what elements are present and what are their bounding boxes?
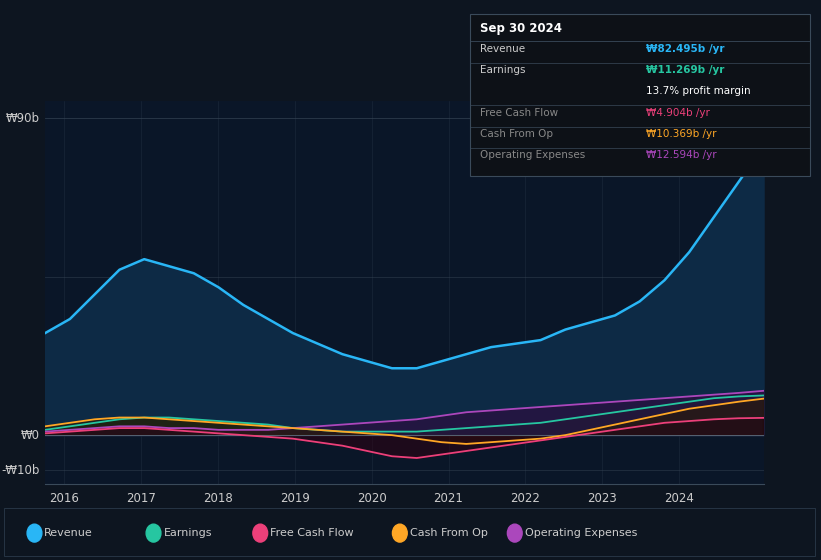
Text: Revenue: Revenue <box>44 528 93 538</box>
Text: ₩10.369b /yr: ₩10.369b /yr <box>646 129 717 139</box>
Text: Operating Expenses: Operating Expenses <box>480 150 585 160</box>
Text: Earnings: Earnings <box>163 528 212 538</box>
Text: ₩90b: ₩90b <box>6 112 39 125</box>
Text: 2021: 2021 <box>433 492 464 505</box>
Text: Cash From Op: Cash From Op <box>480 129 553 139</box>
Text: Free Cash Flow: Free Cash Flow <box>270 528 354 538</box>
Text: ₩0: ₩0 <box>21 428 39 442</box>
Text: Sep 30 2024: Sep 30 2024 <box>480 22 562 35</box>
Text: 2017: 2017 <box>126 492 156 505</box>
Text: ₩4.904b /yr: ₩4.904b /yr <box>646 108 710 118</box>
Text: 2022: 2022 <box>511 492 540 505</box>
Text: ₩12.594b /yr: ₩12.594b /yr <box>646 150 717 160</box>
Text: ₩82.495b /yr: ₩82.495b /yr <box>646 44 725 54</box>
Text: 2020: 2020 <box>357 492 387 505</box>
Text: 2024: 2024 <box>664 492 694 505</box>
Text: 2018: 2018 <box>203 492 233 505</box>
Text: 2023: 2023 <box>587 492 617 505</box>
Text: 2019: 2019 <box>280 492 310 505</box>
Text: Cash From Op: Cash From Op <box>410 528 488 538</box>
Text: Revenue: Revenue <box>480 44 525 54</box>
Text: Operating Expenses: Operating Expenses <box>525 528 637 538</box>
Text: 13.7% profit margin: 13.7% profit margin <box>646 86 750 96</box>
Text: Free Cash Flow: Free Cash Flow <box>480 108 558 118</box>
Text: -₩10b: -₩10b <box>1 464 39 477</box>
Text: ₩11.269b /yr: ₩11.269b /yr <box>646 65 724 75</box>
Text: 2016: 2016 <box>49 492 80 505</box>
Text: Earnings: Earnings <box>480 65 525 75</box>
